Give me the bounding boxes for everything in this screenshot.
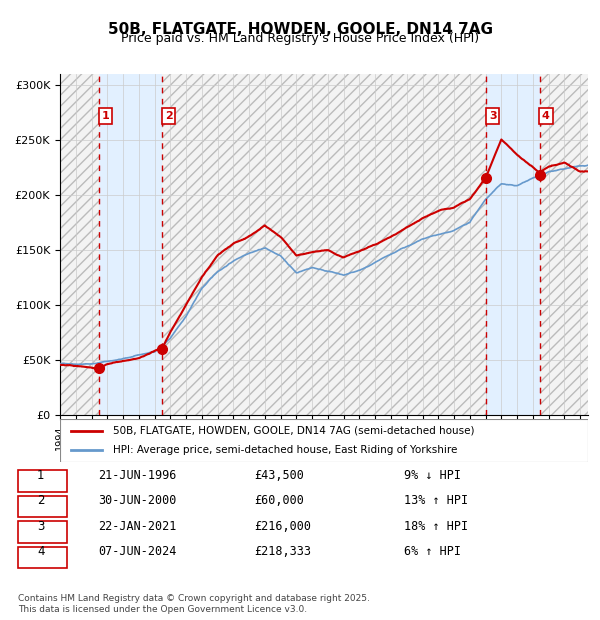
Text: HPI: Average price, semi-detached house, East Riding of Yorkshire: HPI: Average price, semi-detached house,…: [113, 445, 457, 454]
Text: £43,500: £43,500: [254, 469, 304, 482]
Text: 4: 4: [542, 111, 550, 121]
Text: 1: 1: [37, 469, 44, 482]
Bar: [487, 74, 539, 415]
Bar: [162, 74, 487, 415]
Text: 6% ↑ HPI: 6% ↑ HPI: [404, 546, 461, 559]
FancyBboxPatch shape: [18, 495, 67, 517]
Text: 18% ↑ HPI: 18% ↑ HPI: [404, 520, 468, 533]
Text: £218,333: £218,333: [254, 546, 311, 559]
Text: £60,000: £60,000: [254, 495, 304, 508]
Bar: [60, 74, 99, 415]
Text: 21-JUN-1996: 21-JUN-1996: [98, 469, 177, 482]
Text: Price paid vs. HM Land Registry's House Price Index (HPI): Price paid vs. HM Land Registry's House …: [121, 32, 479, 45]
Text: 30-JUN-2000: 30-JUN-2000: [98, 495, 177, 508]
Text: 13% ↑ HPI: 13% ↑ HPI: [404, 495, 468, 508]
Text: 1: 1: [101, 111, 109, 121]
Text: 22-JAN-2021: 22-JAN-2021: [98, 520, 177, 533]
Text: 4: 4: [37, 546, 44, 559]
Text: 3: 3: [37, 520, 44, 533]
Bar: [162, 74, 487, 415]
Bar: [60, 74, 99, 415]
Bar: [539, 74, 588, 415]
FancyBboxPatch shape: [18, 521, 67, 542]
Bar: [539, 74, 588, 415]
Text: 9% ↓ HPI: 9% ↓ HPI: [404, 469, 461, 482]
Text: 07-JUN-2024: 07-JUN-2024: [98, 546, 177, 559]
Text: £216,000: £216,000: [254, 520, 311, 533]
FancyBboxPatch shape: [60, 418, 588, 462]
FancyBboxPatch shape: [18, 547, 67, 568]
FancyBboxPatch shape: [18, 470, 67, 492]
Text: 50B, FLATGATE, HOWDEN, GOOLE, DN14 7AG (semi-detached house): 50B, FLATGATE, HOWDEN, GOOLE, DN14 7AG (…: [113, 426, 475, 436]
Text: Contains HM Land Registry data © Crown copyright and database right 2025.
This d: Contains HM Land Registry data © Crown c…: [18, 595, 370, 614]
Text: 2: 2: [164, 111, 172, 121]
Text: 3: 3: [489, 111, 496, 121]
Bar: [99, 74, 162, 415]
Text: 2: 2: [37, 495, 44, 508]
Text: 50B, FLATGATE, HOWDEN, GOOLE, DN14 7AG: 50B, FLATGATE, HOWDEN, GOOLE, DN14 7AG: [107, 22, 493, 37]
